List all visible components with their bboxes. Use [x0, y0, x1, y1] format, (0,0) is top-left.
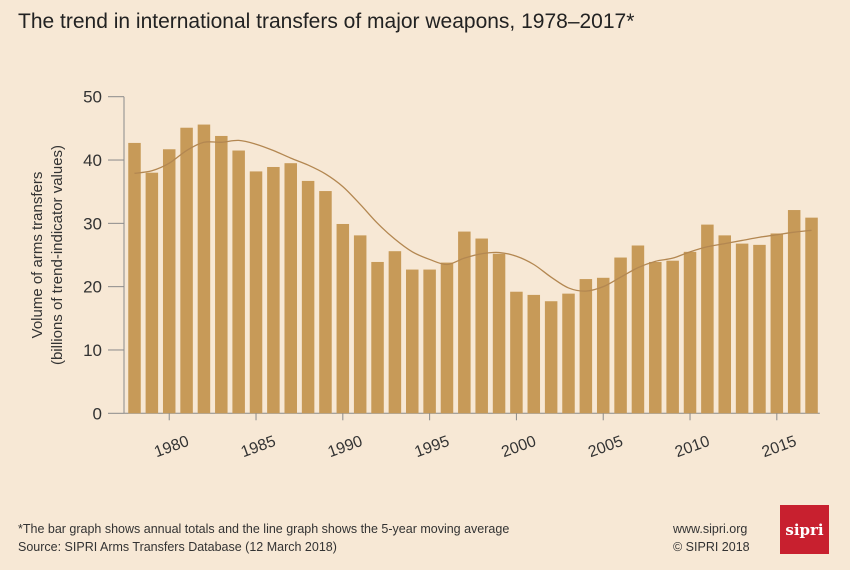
bar-2009	[666, 260, 679, 414]
bar-1987	[284, 163, 297, 414]
y-axis-label: Volume of arms transfers	[29, 172, 46, 339]
bar-1991	[353, 235, 367, 414]
y-tick-label: 40	[83, 151, 102, 170]
bar-2010	[683, 251, 697, 414]
bar-2001	[527, 294, 541, 414]
y-tick-label: 10	[83, 341, 102, 360]
bar-1979	[145, 172, 159, 414]
x-tick-label: 2010	[673, 433, 712, 461]
bar-1997	[458, 231, 471, 414]
y-tick-label: 20	[83, 278, 102, 297]
x-tick-label: 1980	[152, 433, 191, 461]
bar-2013	[735, 243, 749, 414]
bar-1986	[267, 166, 280, 414]
x-tick-label: 2000	[499, 433, 538, 461]
bar-1984	[232, 150, 245, 414]
bar-1995	[423, 269, 436, 414]
website-link[interactable]: www.sipri.org	[673, 522, 748, 536]
bar-1990	[336, 223, 350, 414]
y-axis-label-units: (billions of trend-indicator values)	[49, 145, 66, 365]
moving-average-line	[134, 139, 812, 292]
y-tick-label: 30	[83, 214, 102, 233]
bar-2006	[614, 257, 627, 414]
x-tick-label: 2005	[586, 433, 625, 461]
bar-2012	[718, 235, 731, 414]
bar-1981	[180, 127, 193, 414]
bar-1998	[475, 238, 488, 414]
y-tick-label: 0	[93, 404, 102, 423]
bar-2017	[805, 217, 818, 414]
chart-title: The trend in international transfers of …	[18, 10, 635, 33]
bar-1994	[406, 269, 419, 414]
bar-2000	[510, 291, 523, 414]
bar-1993	[388, 251, 402, 414]
bar-2005	[596, 277, 610, 414]
bar-2007	[631, 245, 645, 414]
footnote: *The bar graph shows annual totals and t…	[18, 522, 510, 536]
bar-1982	[197, 124, 211, 414]
bar-2008	[649, 261, 662, 414]
bar-1989	[319, 191, 332, 414]
bar-2002	[544, 301, 558, 414]
x-tick-label: 2015	[760, 433, 799, 461]
bar-1988	[301, 180, 315, 414]
bar-2016	[787, 210, 801, 414]
bar-1996	[440, 262, 454, 414]
source-note: Source: SIPRI Arms Transfers Database (1…	[18, 540, 337, 554]
sipri-logo: sipri	[780, 505, 829, 554]
x-tick-label: 1985	[239, 433, 278, 461]
bar-1992	[371, 261, 384, 414]
x-tick-label: 1995	[412, 433, 451, 461]
bar-2003	[562, 293, 575, 414]
y-tick-label: 50	[83, 88, 102, 107]
copyright: © SIPRI 2018	[673, 540, 750, 554]
bar-1983	[215, 135, 228, 414]
bar-1980	[162, 149, 176, 414]
bar-1985	[249, 171, 263, 414]
bar-2011	[701, 224, 714, 414]
bar-1978	[128, 142, 141, 414]
bar-2004	[579, 279, 593, 414]
bar-2015	[770, 233, 784, 414]
x-tick-label: 1990	[326, 433, 365, 461]
bar-1999	[492, 253, 506, 414]
bar-2014	[753, 244, 766, 414]
